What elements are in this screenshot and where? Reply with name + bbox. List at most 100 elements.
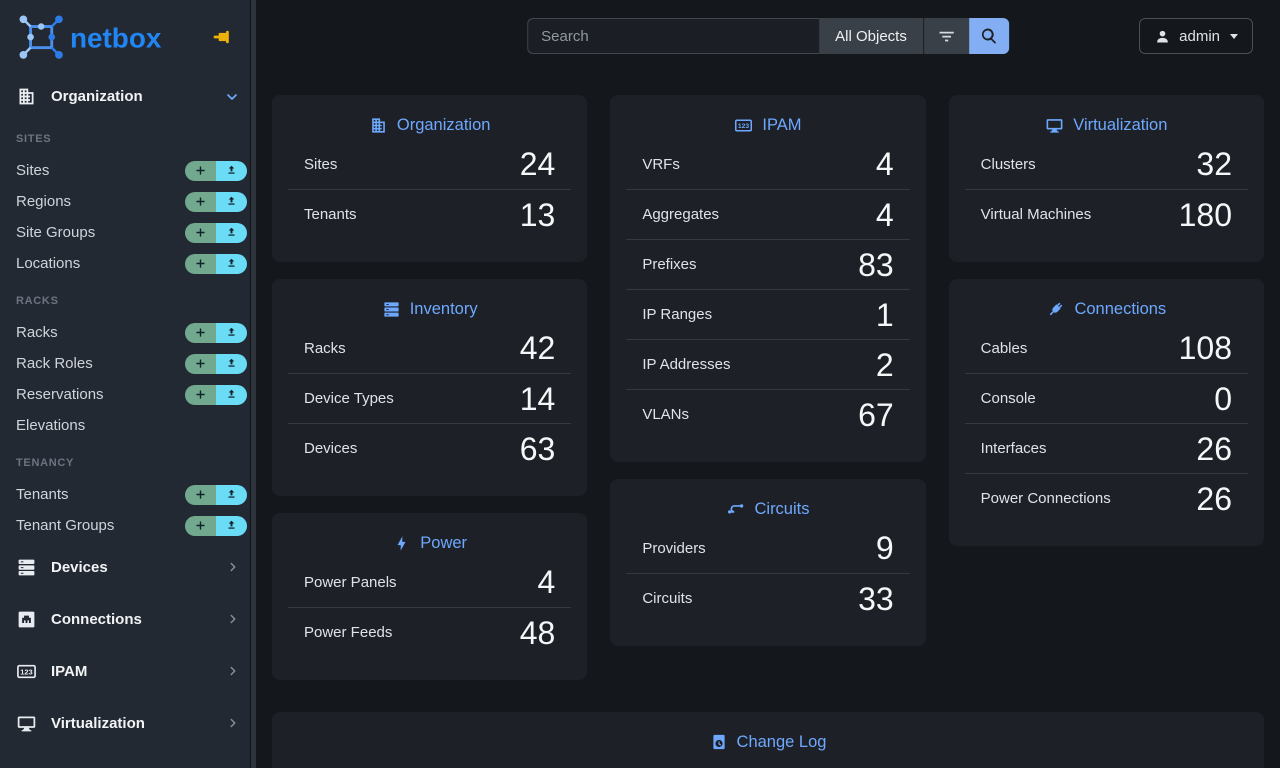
stat-label[interactable]: Clusters [980,155,1036,173]
import-button[interactable] [216,191,247,212]
stat-label[interactable]: Circuits [642,590,693,607]
sidebar-item-label[interactable]: Racks [16,324,58,341]
sidebar-menu-devices[interactable]: Devices [0,541,256,593]
card-title[interactable]: Circuits [754,499,810,518]
stat-label[interactable]: Providers [642,539,706,557]
sidebar-item-label[interactable]: Elevations [16,417,86,434]
stat-label[interactable]: Power Panels [304,573,397,591]
filter-button[interactable] [922,18,969,54]
stat-value[interactable]: 48 [519,614,556,651]
stat-value[interactable]: 26 [1196,430,1232,467]
sidebar-item-label[interactable]: Site Groups [16,224,96,241]
stat-label[interactable]: VRFs [642,155,680,173]
add-button[interactable] [185,222,216,243]
user-menu-button[interactable]: admin [1139,18,1253,54]
stat-label[interactable]: VLANs [642,406,690,423]
stat-label[interactable]: IP Addresses [642,356,731,373]
card-title[interactable]: Organization [396,115,491,134]
card-power-header[interactable]: Power [288,529,571,557]
sidebar-menu-connections[interactable]: Connections [0,593,256,645]
stat-label[interactable]: IP Ranges [642,306,713,323]
sidebar-item-label[interactable]: Tenants [16,486,69,503]
import-button[interactable] [216,322,247,343]
stat-value[interactable]: 33 [858,580,894,617]
import-button[interactable] [216,160,247,181]
stat-value[interactable]: 2 [875,346,894,383]
stat-label[interactable]: Sites [304,155,338,173]
card-ipam-header[interactable]: IPAM [626,111,909,139]
import-button[interactable] [216,353,247,374]
stat-label[interactable]: Device Types [304,390,394,407]
stat-label[interactable]: Virtual Machines [980,206,1092,223]
card-title[interactable]: Virtualization [1073,115,1168,134]
card-title[interactable]: IPAM [762,115,802,134]
card-change-log-header[interactable]: Change Log [288,728,1248,756]
stat-label[interactable]: Tenants [304,206,357,223]
stat-value[interactable]: 26 [1196,480,1232,517]
import-button[interactable] [216,515,247,536]
stat-value[interactable]: 63 [519,430,556,467]
add-button[interactable] [185,515,216,536]
stat-value[interactable]: 13 [519,196,556,233]
sidebar-item-site-groups[interactable]: Site Groups [0,217,256,248]
stat-label[interactable]: Console [980,390,1036,407]
sidebar-item-racks[interactable]: Racks [0,317,256,348]
card-title[interactable]: Inventory [409,299,478,318]
card-title[interactable]: Connections [1074,299,1167,318]
import-button[interactable] [216,253,247,274]
stat-value[interactable]: 32 [1196,146,1232,182]
card-virtualization-header[interactable]: Virtualization [965,111,1248,139]
add-button[interactable] [185,253,216,274]
sidebar-menu-virtualization[interactable]: Virtualization [0,697,256,749]
stat-label[interactable]: Power Feeds [304,624,393,641]
import-button[interactable] [216,222,247,243]
card-title[interactable]: Power [420,533,468,552]
stat-value[interactable]: 4 [537,564,556,600]
search-input[interactable] [527,18,820,54]
card-connections-header[interactable]: Connections [965,295,1248,323]
stat-label[interactable]: Prefixes [642,256,697,273]
sidebar-item-reservations[interactable]: Reservations [0,379,256,410]
sidebar-item-sites[interactable]: Sites [0,155,256,186]
stat-value[interactable]: 83 [858,246,894,283]
import-button[interactable] [216,484,247,505]
sidebar-item-rack-roles[interactable]: Rack Roles [0,348,256,379]
stat-label[interactable]: Power Connections [980,490,1111,507]
stat-value[interactable]: 42 [519,330,556,366]
card-title[interactable]: Change Log [736,732,827,751]
stat-value[interactable]: 0 [1214,380,1232,417]
import-button[interactable] [216,384,247,405]
sidebar-item-tenant-groups[interactable]: Tenant Groups [0,510,256,541]
add-button[interactable] [185,353,216,374]
card-organization-header[interactable]: Organization [288,111,571,139]
stat-value[interactable]: 9 [875,530,894,566]
sidebar-item-tenants[interactable]: Tenants [0,479,256,510]
stat-value[interactable]: 4 [875,146,894,182]
stat-label[interactable]: Devices [304,440,358,457]
stat-value[interactable]: 67 [858,396,894,433]
sidebar-item-label[interactable]: Reservations [16,386,104,403]
sidebar-menu-ipam[interactable]: IPAM [0,645,256,697]
sidebar-item-regions[interactable]: Regions [0,186,256,217]
stat-label[interactable]: Interfaces [980,440,1047,457]
sidebar-item-label[interactable]: Locations [16,255,81,272]
sidebar-item-label[interactable]: Regions [16,193,72,210]
pin-sidebar-icon[interactable] [212,27,232,47]
brand-logo[interactable]: netbox [0,0,256,68]
search-button[interactable] [968,18,1009,54]
sidebar-item-label[interactable]: Rack Roles [16,355,93,372]
add-button[interactable] [185,191,216,212]
stat-value[interactable]: 1 [875,296,894,333]
stat-value[interactable]: 24 [519,146,556,182]
sidebar-item-label[interactable]: Sites [16,162,50,179]
add-button[interactable] [185,484,216,505]
add-button[interactable] [185,322,216,343]
stat-label[interactable]: Cables [980,339,1028,357]
sidebar-item-label[interactable]: Tenant Groups [16,517,115,534]
sidebar-item-locations[interactable]: Locations [0,248,256,279]
card-circuits-header[interactable]: Circuits [626,495,909,523]
stat-label[interactable]: Racks [304,339,346,357]
sidebar-menu-organization[interactable]: Organization [0,76,256,117]
stat-value[interactable]: 108 [1178,330,1232,366]
add-button[interactable] [185,384,216,405]
